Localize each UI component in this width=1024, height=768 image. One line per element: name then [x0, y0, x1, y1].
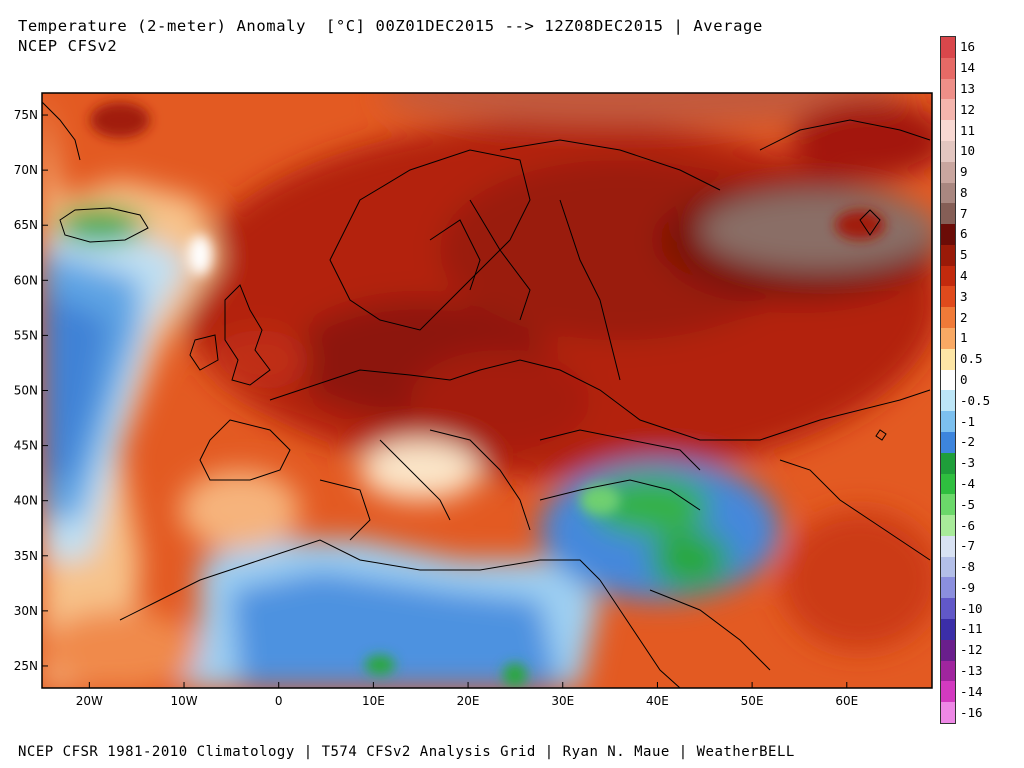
legend-label: 0.5: [960, 351, 983, 367]
legend-label: 2: [960, 309, 968, 325]
legend-swatch: [941, 452, 955, 475]
legend-label: 4: [960, 268, 968, 284]
legend-label: -3: [960, 455, 976, 471]
legend-label: 10: [960, 143, 976, 159]
legend-swatch: [941, 328, 955, 350]
legend-label: -10: [960, 600, 983, 616]
lat-tick-label: 35N: [14, 549, 38, 563]
legend-swatch: [941, 307, 955, 329]
legend-label: -13: [960, 663, 983, 679]
lon-tick-label: 20W: [76, 694, 103, 708]
map-footer: NCEP CFSR 1981-2010 Climatology | T574 C…: [18, 744, 795, 760]
legend-label: 13: [960, 80, 976, 96]
legend-swatch: [941, 286, 955, 308]
legend-label: -8: [960, 559, 976, 575]
legend-label: -12: [960, 642, 983, 658]
legend-swatch: [941, 140, 955, 163]
legend-label: 9: [960, 164, 968, 180]
legend-swatch: [941, 556, 955, 578]
legend-label: -4: [960, 475, 976, 491]
lat-tick-label: 75N: [14, 108, 38, 122]
legend-label: 1: [960, 330, 968, 346]
lon-tick-label: 40E: [646, 694, 669, 708]
legend-label: 6: [960, 226, 968, 242]
color-legend: [940, 36, 956, 724]
legend-label: 11: [960, 122, 976, 138]
legend-swatch: [941, 224, 955, 246]
legend-swatch: [941, 473, 955, 495]
legend-swatch: [941, 390, 955, 412]
legend-label: -11: [960, 621, 983, 637]
legend-label: -6: [960, 517, 976, 533]
legend-swatch: [941, 619, 955, 641]
lat-tick-label: 45N: [14, 439, 38, 453]
legend-swatch: [941, 244, 955, 267]
legend-swatch: [941, 57, 955, 80]
map-subtitle: NCEP CFSv2: [18, 37, 118, 55]
lat-tick-label: 65N: [14, 218, 38, 232]
legend-swatch: [941, 639, 955, 662]
legend-label: -9: [960, 579, 976, 595]
lat-tick-label: 50N: [14, 384, 38, 398]
legend-swatch: [941, 37, 955, 59]
anomaly-field: [42, 93, 932, 688]
legend-label: -7: [960, 538, 976, 554]
legend-label: -2: [960, 434, 976, 450]
legend-swatch: [941, 702, 955, 724]
legend-label: 3: [960, 288, 968, 304]
coastlines: [42, 101, 931, 688]
legend-swatch: [941, 265, 955, 287]
legend-swatch: [941, 577, 955, 599]
legend-swatch: [941, 182, 955, 204]
lat-tick-label: 30N: [14, 604, 38, 618]
legend-swatch: [941, 660, 955, 682]
longitude-ticks: 20W 10W 0 10E 20E 30E 40E 50E 60E: [76, 682, 858, 708]
legend-label: 7: [960, 205, 968, 221]
lon-tick-label: 30E: [551, 694, 574, 708]
legend-swatch: [941, 161, 955, 183]
lat-tick-label: 25N: [14, 659, 38, 673]
legend-swatch: [941, 120, 955, 142]
legend-swatch: [941, 535, 955, 558]
lat-tick-label: 60N: [14, 273, 38, 287]
legend-swatch: [941, 515, 955, 537]
legend-swatch: [941, 99, 955, 121]
legend-label: 8: [960, 184, 968, 200]
legend-swatch: [941, 431, 955, 454]
lat-tick-label: 40N: [14, 494, 38, 508]
legend-label: -14: [960, 683, 983, 699]
map-title: Temperature (2-meter) Anomaly [°C] 00Z01…: [18, 17, 763, 35]
legend-swatch: [941, 78, 955, 100]
legend-swatch: [941, 369, 955, 391]
legend-label: 16: [960, 39, 976, 55]
legend-swatch: [941, 598, 955, 620]
lat-tick-label: 70N: [14, 163, 38, 177]
legend-label: -5: [960, 496, 976, 512]
legend-swatch: [941, 681, 955, 703]
legend-label: -16: [960, 704, 983, 720]
lon-tick-label: 10W: [170, 694, 197, 708]
legend-label: 14: [960, 60, 976, 76]
latitude-ticks: 75N 70N 65N 60N 55N 50N 45N 40N 35N 30N 25N: [14, 108, 48, 673]
lon-tick-label: 60E: [835, 694, 858, 708]
legend-label: 0: [960, 372, 968, 387]
lat-tick-label: 55N: [14, 328, 38, 342]
legend-swatch: [941, 411, 955, 433]
legend-label: -0.5: [960, 392, 991, 408]
lon-tick-label: 50E: [741, 694, 764, 708]
legend-label: 12: [960, 101, 976, 117]
legend-label: -1: [960, 413, 976, 429]
legend-swatch: [941, 348, 955, 371]
legend-label: 5: [960, 247, 968, 263]
legend-swatch: [941, 494, 955, 516]
lon-tick-label: 0: [275, 694, 283, 708]
lon-tick-label: 10E: [362, 694, 385, 708]
legend-swatch: [941, 203, 955, 225]
lon-tick-label: 20E: [457, 694, 480, 708]
